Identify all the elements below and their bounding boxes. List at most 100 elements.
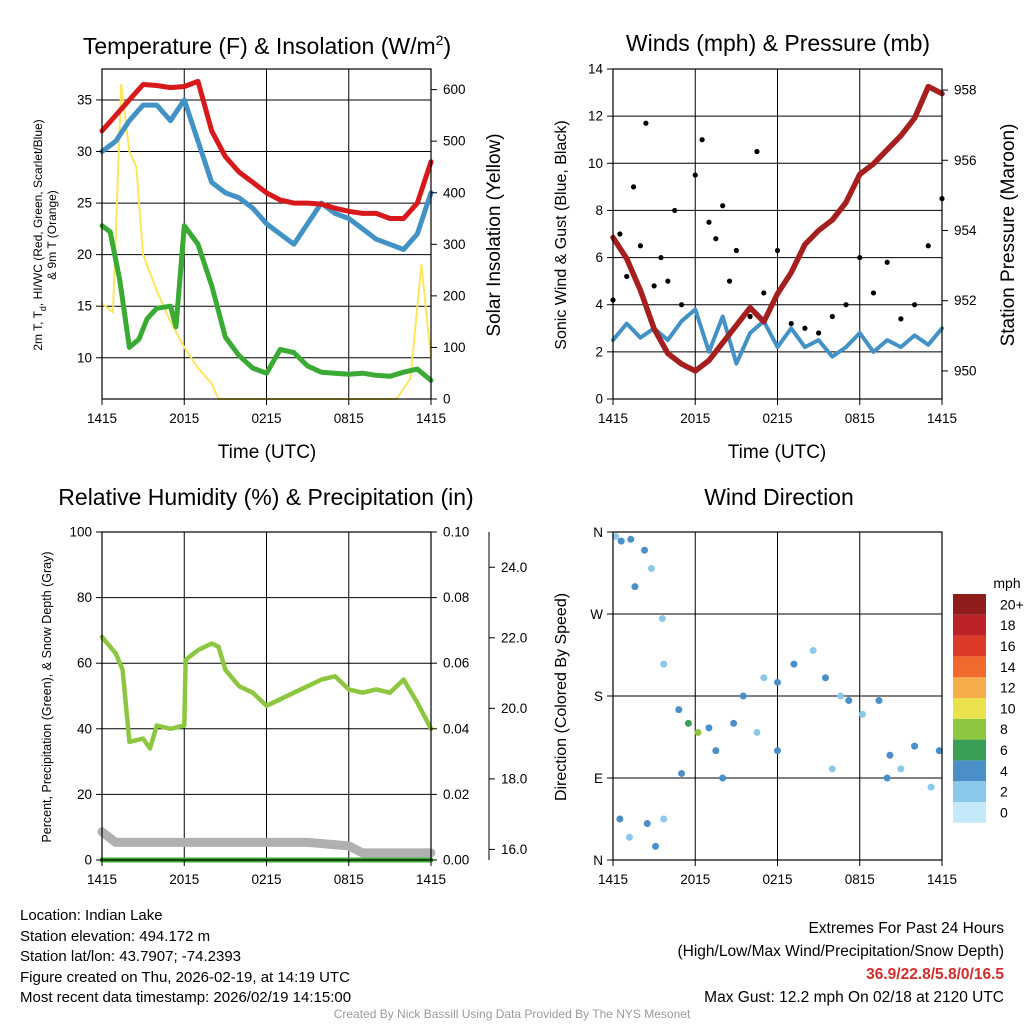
extremes-box: Extremes For Past 24 Hours (High/Low/Max… [678, 917, 1005, 1009]
y-tick-label: 20 [77, 247, 92, 262]
y-tick-label: 0 [595, 392, 603, 407]
svg-text:& 9m T (Orange): & 9m T (Orange) [45, 190, 59, 280]
temperature-series [99, 78, 434, 400]
wind-direction-point [858, 710, 866, 718]
dew-point-line [99, 223, 434, 383]
y-tick-label: 12 [588, 109, 603, 124]
colorbar-label: 6 [1000, 742, 1008, 758]
y2-tick-label: 100 [443, 340, 466, 355]
gust-point [699, 137, 705, 143]
gust-point [802, 325, 808, 331]
gust-point [692, 172, 698, 178]
wind-direction-point [828, 765, 836, 773]
temperature-x-label: Time (UTC) [218, 442, 317, 463]
colorbar-label: 10 [1000, 700, 1016, 716]
x-tick-label: 0815 [845, 872, 875, 887]
x-tick-label: 1415 [598, 872, 628, 887]
y-tick-label: 14 [588, 62, 604, 77]
speed-colorbar: 0 2 4 6 8 10 12 14 16 18 20+ [953, 594, 1024, 823]
wind-direction-point [647, 564, 655, 572]
x-tick-label: 1415 [598, 411, 628, 426]
y-tick-label: 25 [77, 196, 92, 211]
y2-tick-label: 0.08 [443, 590, 469, 605]
sonic-wind-line [611, 307, 944, 366]
gust-point [761, 290, 767, 296]
wind-direction-point [660, 815, 668, 823]
colorbar-swatch [953, 677, 986, 698]
wind-direction-point [625, 833, 633, 841]
wind-direction-point [627, 535, 635, 543]
y2-tick-label: 24.0 [501, 560, 527, 575]
wind-direction-point [631, 583, 639, 591]
x-tick-label: 0215 [251, 872, 281, 887]
colorbar-swatch [953, 802, 986, 823]
colorbar-label: 2 [1000, 784, 1008, 800]
wind-direction-point [643, 820, 651, 828]
wind-direction-point [705, 724, 713, 732]
insolation-line [101, 83, 432, 400]
snow-depth-line [97, 827, 436, 858]
gust-point [624, 273, 630, 280]
wind-direction-series [612, 533, 943, 850]
humidity-axes: 1415 2015 0215 0815 1415 0 20 40 60 80 100 0.00 0.02… [69, 525, 527, 888]
figure-created: Figure created on Thu, 2026-02-19, at 14… [20, 968, 350, 986]
y-tick-label: 80 [77, 590, 92, 605]
wind-direction-point [886, 751, 894, 759]
y2-tick-label: 0 [443, 392, 451, 407]
wind-direction-point [790, 660, 798, 668]
recent-timestamp: Most recent data timestamp: 2026/02/19 1… [20, 989, 352, 1006]
colorbar-swatch [953, 614, 986, 636]
extremes-title: Extremes For Past 24 Hours [808, 920, 1004, 937]
colorbar-title: mph [993, 575, 1020, 591]
wind-chill-line [99, 97, 434, 252]
winds-grid [613, 69, 942, 399]
temperature-panel: Temperature (F) & Insolation (W/m2) 1415… [31, 32, 505, 463]
gust-point [857, 254, 863, 261]
wind-direction-point [712, 747, 720, 755]
station-latlon: Station lat/lon: 43.7907; -74.2393 [20, 948, 242, 965]
credit-line: Created By Nick Bassill Using Data Provi… [333, 1007, 691, 1021]
y-tick-label: 15 [77, 299, 92, 314]
x-tick-label: 0815 [334, 872, 364, 887]
temperature-axes: 1415 2015 0215 0815 1415 10 15 20 25 30 35 0 100 200 3… [77, 68, 466, 426]
wind-direction-y-label: Direction (Colored By Speed) [553, 593, 570, 801]
temperature-y-label: 2m T, Td, HI/WC (Red, Green, Scarlet/Blu… [31, 119, 59, 350]
temperature-title: Temperature (F) & Insolation (W/m2) [83, 32, 451, 59]
gust-point [726, 278, 733, 284]
y2-tick-label: 400 [443, 185, 466, 200]
y-tick-label: N [593, 853, 603, 868]
wind-direction-point [774, 747, 781, 755]
wind-direction-point [651, 842, 659, 850]
x-tick-label: 0215 [762, 411, 792, 426]
y-tick-label: 6 [595, 250, 603, 265]
y2-tick-label: 0.06 [443, 656, 469, 671]
gust-point [774, 247, 781, 254]
y2-tick-label: 18.0 [501, 771, 527, 786]
wind-direction-point [678, 769, 686, 777]
wind-direction-point [821, 674, 829, 682]
gust-point [672, 207, 678, 214]
wind-direction-point [809, 646, 817, 654]
colorbar-swatch [953, 635, 986, 657]
y2-tick-label: 958 [954, 83, 977, 98]
wind-direction-grid [613, 532, 942, 860]
y2-tick-label: 952 [954, 293, 977, 308]
wind-direction-point [660, 660, 668, 668]
extremes-subtitle: (High/Low/Max Wind/Precipitation/Snow De… [677, 943, 1005, 960]
gust-point [925, 243, 931, 249]
y-tick-label: N [593, 525, 603, 540]
gust-point [747, 313, 753, 320]
y-tick-label: 0 [84, 853, 92, 868]
svg-text:2m T, Td, HI/WC (Red, Green, S: 2m T, Td, HI/WC (Red, Green, Scarlet/Blu… [31, 119, 48, 350]
x-tick-label: 2015 [680, 872, 710, 887]
x-tick-label: 2015 [680, 411, 710, 426]
winds-series [610, 83, 945, 374]
wind-direction-point [612, 533, 620, 541]
y-tick-label: 100 [69, 525, 92, 540]
colorbar-label: 18 [1000, 617, 1016, 633]
wind-direction-point [935, 747, 943, 755]
y-tick-label: 20 [77, 787, 92, 802]
wind-direction-point [774, 678, 781, 686]
x-tick-label: 1415 [927, 411, 957, 426]
y2-tick-label: 500 [443, 134, 466, 149]
